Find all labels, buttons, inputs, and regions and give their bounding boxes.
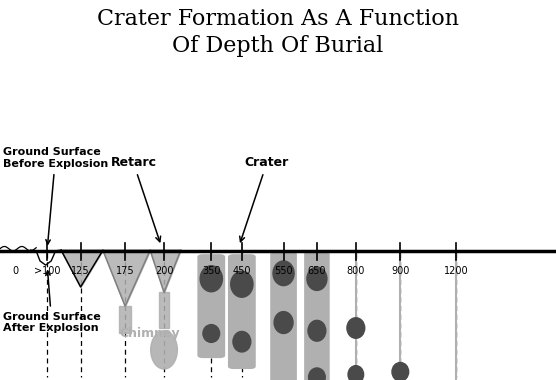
Text: 175: 175 xyxy=(116,266,135,277)
FancyBboxPatch shape xyxy=(270,252,297,380)
Text: 450: 450 xyxy=(232,266,251,277)
Text: 900: 900 xyxy=(391,266,410,277)
Text: Crater Formation As A Function
Of Depth Of Burial: Crater Formation As A Function Of Depth … xyxy=(97,8,459,57)
Text: Crater: Crater xyxy=(240,156,289,242)
Ellipse shape xyxy=(274,312,293,334)
Polygon shape xyxy=(119,306,131,334)
Text: Chimney: Chimney xyxy=(120,327,181,340)
Ellipse shape xyxy=(347,318,365,338)
FancyBboxPatch shape xyxy=(228,254,256,369)
Text: >100: >100 xyxy=(34,266,61,277)
Text: 350: 350 xyxy=(202,266,221,277)
Text: 1200: 1200 xyxy=(444,266,468,277)
Ellipse shape xyxy=(309,368,325,380)
Text: 800: 800 xyxy=(346,266,365,277)
Ellipse shape xyxy=(203,325,220,342)
Text: 550: 550 xyxy=(274,266,293,277)
Ellipse shape xyxy=(348,366,364,380)
Text: 125: 125 xyxy=(71,266,90,277)
Ellipse shape xyxy=(308,320,326,341)
Text: 200: 200 xyxy=(155,266,173,277)
Text: 650: 650 xyxy=(307,266,326,277)
Ellipse shape xyxy=(233,331,251,352)
Ellipse shape xyxy=(273,261,294,286)
Ellipse shape xyxy=(231,271,253,297)
FancyBboxPatch shape xyxy=(197,254,225,358)
Polygon shape xyxy=(159,293,169,328)
Text: 0: 0 xyxy=(12,266,19,277)
Text: Ground Surface
Before Explosion: Ground Surface Before Explosion xyxy=(3,147,108,244)
Text: Retarc: Retarc xyxy=(111,156,161,242)
FancyBboxPatch shape xyxy=(304,252,330,380)
Ellipse shape xyxy=(392,363,409,380)
Ellipse shape xyxy=(200,266,222,292)
Text: Ground Surface
After Explosion: Ground Surface After Explosion xyxy=(3,271,101,333)
Ellipse shape xyxy=(307,267,327,290)
Ellipse shape xyxy=(151,331,177,369)
